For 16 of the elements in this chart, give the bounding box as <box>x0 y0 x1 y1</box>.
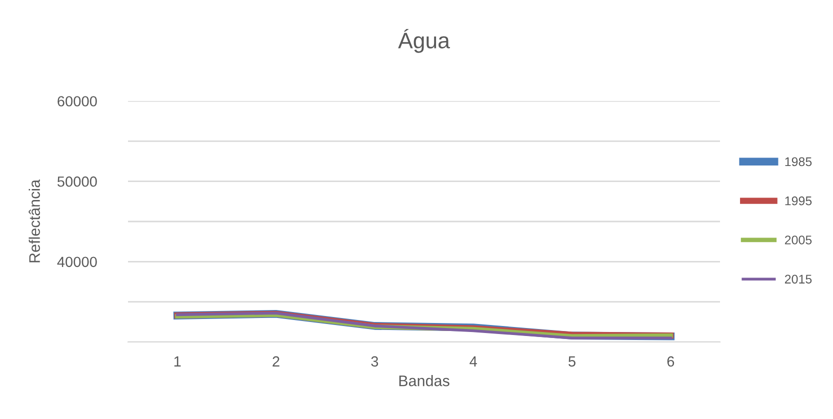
x-tick-label: 6 <box>667 356 674 367</box>
chart-title: Água <box>398 28 450 53</box>
x-tick-label: 3 <box>371 356 378 367</box>
y-tick-label: 60000 <box>58 96 97 106</box>
y-axis-title: Reflectância <box>28 179 40 262</box>
x-tick-label: 4 <box>470 356 477 366</box>
x-tick-label: 5 <box>568 356 576 367</box>
legend-label: 1985 <box>785 157 812 166</box>
y-tick-label: 50000 <box>57 176 97 187</box>
legend-label: 2005 <box>784 236 812 244</box>
y-tick-label: 40000 <box>57 256 97 268</box>
legend-label: 2015 <box>784 274 812 284</box>
x-tick-label: 1 <box>174 356 181 366</box>
x-tick-label: 2 <box>272 356 280 366</box>
x-axis-title: Bandas <box>399 375 450 386</box>
legend-label: 1995 <box>785 196 812 206</box>
